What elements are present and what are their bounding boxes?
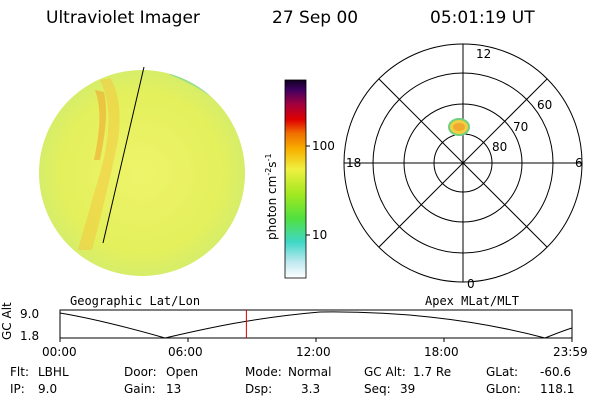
colorbar-tick-100: 100: [312, 139, 335, 153]
uv-image: [39, 66, 245, 276]
aurora-band: [78, 78, 120, 250]
aurora-core: [94, 90, 107, 160]
color-bar: [284, 79, 310, 279]
apex-mlat-label: Apex MLat/MLT: [425, 294, 519, 308]
dayglow-limb: [160, 70, 245, 128]
glat-label: GLat:: [486, 365, 519, 379]
x-tick-1200: 12:00: [296, 345, 331, 359]
flt-label: Flt:: [10, 365, 29, 379]
colorbar-unit-label: photon cm-2s-1: [264, 153, 279, 240]
dsp-label: Dsp:: [245, 382, 273, 396]
polar-aurora-spot: [448, 118, 470, 136]
x-tick-2359: 23:59: [553, 345, 588, 359]
gc-alt-label: GC Alt:: [364, 365, 406, 379]
time-label: 05:01:19 UT: [430, 8, 535, 28]
mode-label: Mode:: [245, 365, 282, 379]
gain-value: 13: [166, 382, 182, 396]
mode-value: Normal: [288, 365, 332, 379]
date-label: 27 Sep 00: [272, 8, 359, 28]
mlt-label-0: 0: [467, 277, 475, 291]
flt-value: LBHL: [38, 365, 69, 379]
glat-value: -60.6: [540, 365, 572, 379]
instrument-title: Ultraviolet Imager: [46, 8, 200, 28]
door-value: Open: [166, 365, 199, 379]
altitude-curve: [59, 311, 573, 339]
mlt-label-18: 18: [346, 156, 362, 170]
mlt-label-6: 6: [575, 156, 583, 170]
seq-label: Seq:: [364, 382, 391, 396]
earth-disk: [39, 70, 245, 276]
glon-label: GLon:: [486, 382, 521, 396]
gc-alt-value: 1.7 Re: [413, 365, 452, 379]
polar-plot: [343, 43, 583, 283]
y-tick-1-8: 1.8: [20, 329, 40, 343]
colorbar-tick-10: 10: [312, 228, 328, 242]
orbit-track-line: [102, 66, 145, 244]
y-tick-9: 9.0: [20, 307, 40, 321]
gc-alt-axis-label: GC Alt: [0, 302, 14, 340]
ip-value: 9.0: [38, 382, 58, 396]
lat-label-60: 60: [537, 98, 553, 112]
dsp-value: 3.3: [301, 382, 321, 396]
glon-value: 118.1: [540, 382, 575, 396]
lat-label-70: 70: [513, 120, 529, 134]
gain-label: Gain:: [124, 382, 156, 396]
orbit-plot: [59, 309, 573, 342]
lat-label-80: 80: [492, 140, 508, 154]
geo-latlon-label: Geographic Lat/Lon: [70, 294, 201, 308]
x-tick-1800: 18:00: [424, 345, 459, 359]
ip-label: IP:: [10, 382, 25, 396]
mlt-label-12: 12: [476, 47, 492, 61]
door-label: Door:: [124, 365, 157, 379]
x-tick-0000: 00:00: [42, 345, 77, 359]
x-tick-0600: 06:00: [168, 345, 203, 359]
seq-value: 39: [400, 382, 416, 396]
